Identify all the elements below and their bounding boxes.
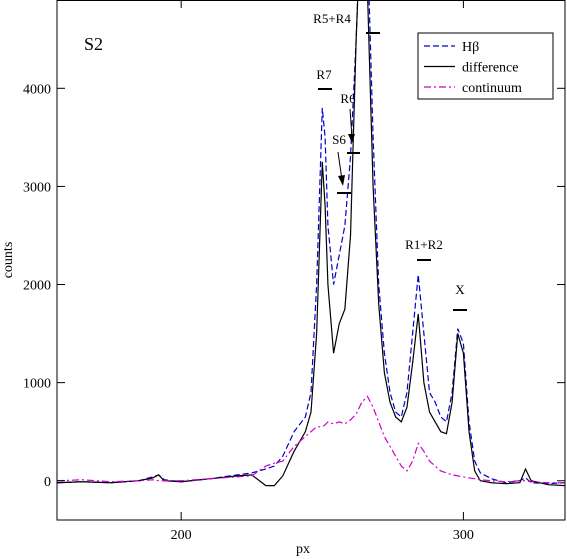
plot-frame: [56, 0, 566, 521]
y-axis-label: counts: [1, 242, 16, 279]
x-tick-label: 300: [453, 528, 474, 543]
x-axis-label: px: [296, 542, 310, 557]
legend-label: Hβ: [462, 40, 479, 55]
annotation: R7: [316, 67, 332, 82]
y-tick-label: 2000: [23, 279, 51, 294]
annotation: R6: [340, 91, 356, 106]
annotation-arrowhead: [338, 175, 345, 186]
annotation: S6: [332, 132, 346, 147]
annotation-arrow: [349, 108, 353, 139]
legend-label: difference: [462, 61, 518, 76]
y-tick-label: 4000: [23, 82, 51, 97]
annotation: X: [455, 282, 465, 297]
annotation: R1+R2: [405, 237, 443, 252]
y-tick-label: 3000: [23, 180, 51, 195]
annotation-arrow: [337, 151, 343, 181]
series-line: [57, 0, 565, 485]
x-tick-label: 200: [171, 528, 192, 543]
y-tick-label: 1000: [23, 377, 51, 392]
legend-label: continuum: [462, 81, 522, 96]
series-line: [57, 395, 565, 484]
series-line: [57, 0, 565, 487]
panel-label: S2: [84, 34, 103, 54]
annotation: R5+R4: [313, 11, 351, 26]
plot-lines: [57, 0, 565, 487]
y-tick-label: 0: [44, 475, 51, 490]
annotation-arrowhead: [348, 134, 355, 143]
